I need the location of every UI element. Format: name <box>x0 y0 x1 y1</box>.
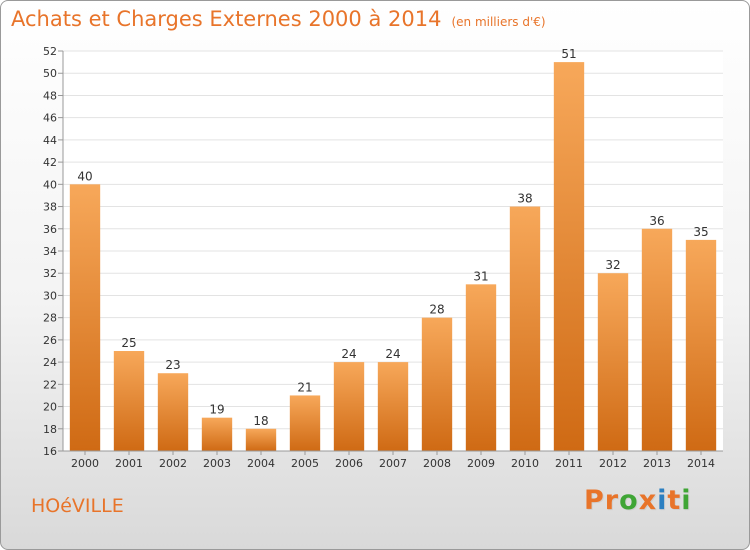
y-tick-label: 26 <box>43 334 57 347</box>
y-tick-label: 32 <box>43 267 57 280</box>
y-tick-label: 16 <box>43 445 57 458</box>
logo-letter: i <box>681 485 692 516</box>
x-tick-label: 2006 <box>335 457 363 470</box>
bar-2010 <box>509 206 541 451</box>
chart-title: Achats et Charges Externes 2000 à 2014 (e… <box>11 7 546 31</box>
y-tick-label: 46 <box>43 112 57 125</box>
logo-letter: r <box>604 485 620 516</box>
x-tick-label: 2000 <box>71 457 99 470</box>
bar-2004 <box>245 428 277 451</box>
x-tick-label: 2004 <box>247 457 275 470</box>
x-tick-label: 2014 <box>687 457 715 470</box>
x-tick-label: 2007 <box>379 457 407 470</box>
logo-letter: t <box>667 485 682 516</box>
y-tick-label: 44 <box>43 134 57 147</box>
data-label: 40 <box>77 169 92 183</box>
data-label: 18 <box>253 414 268 428</box>
data-label: 36 <box>649 214 664 228</box>
data-label: 31 <box>473 269 488 283</box>
y-tick-label: 22 <box>43 378 57 391</box>
logo-letter: P <box>584 485 605 516</box>
x-tick-label: 2012 <box>599 457 627 470</box>
x-tick-label: 2008 <box>423 457 451 470</box>
commune-name: HOéVILLE <box>31 495 124 517</box>
x-tick-label: 2009 <box>467 457 495 470</box>
data-label: 24 <box>385 347 400 361</box>
y-tick-label: 42 <box>43 156 57 169</box>
bar-2007 <box>377 362 409 451</box>
bar-2008 <box>421 317 453 451</box>
y-tick-label: 30 <box>43 289 57 302</box>
bar-2000 <box>69 184 101 452</box>
y-tick-label: 52 <box>43 45 57 58</box>
chart-unit: (en milliers d'€) <box>451 15 546 29</box>
x-tick-label: 2013 <box>643 457 671 470</box>
x-tick-label: 2001 <box>115 457 143 470</box>
proxiti-logo[interactable]: Proxiti <box>584 485 692 516</box>
bar-2011 <box>553 62 585 451</box>
bar-2002 <box>157 373 189 451</box>
y-tick-label: 40 <box>43 178 57 191</box>
y-tick-label: 28 <box>43 312 57 325</box>
data-label: 19 <box>209 403 224 417</box>
bar-2006 <box>333 362 365 451</box>
data-label: 24 <box>341 347 356 361</box>
bar-2014 <box>685 239 717 451</box>
y-tick-label: 48 <box>43 89 57 102</box>
bars <box>69 62 717 452</box>
bar-2009 <box>465 284 497 451</box>
x-tick-label: 2010 <box>511 457 539 470</box>
y-tick-label: 36 <box>43 223 57 236</box>
x-tick-label: 2005 <box>291 457 319 470</box>
bar-2001 <box>113 351 145 451</box>
bar-2003 <box>201 417 233 451</box>
data-label: 51 <box>561 47 576 61</box>
y-tick-label: 38 <box>43 201 57 214</box>
labels: 16 18 20 22 24 26 28 30 32 34 36 38 40 42 44 46 48 50 52 40… <box>43 45 715 470</box>
logo-letter: x <box>638 485 658 516</box>
data-label: 28 <box>429 303 444 317</box>
data-label: 21 <box>297 380 312 394</box>
data-label: 35 <box>693 225 708 239</box>
data-label: 25 <box>121 336 136 350</box>
y-tick-label: 50 <box>43 67 57 80</box>
bar-2012 <box>597 273 629 451</box>
logo-letter: o <box>619 485 639 516</box>
y-tick-label: 18 <box>43 423 57 436</box>
x-tick-label: 2003 <box>203 457 231 470</box>
data-label: 23 <box>165 358 180 372</box>
chart-title-text: Achats et Charges Externes 2000 à 2014 <box>11 7 442 31</box>
y-tick-label: 20 <box>43 401 57 414</box>
axes <box>58 50 723 455</box>
y-tick-label: 24 <box>43 356 57 369</box>
x-tick-label: 2011 <box>555 457 583 470</box>
data-label: 38 <box>517 192 532 206</box>
data-label: 32 <box>605 258 620 272</box>
bar-2013 <box>641 228 673 451</box>
logo-letter: i <box>657 485 668 516</box>
bar-2005 <box>289 395 321 451</box>
y-tick-label: 34 <box>43 245 57 258</box>
x-tick-label: 2002 <box>159 457 187 470</box>
